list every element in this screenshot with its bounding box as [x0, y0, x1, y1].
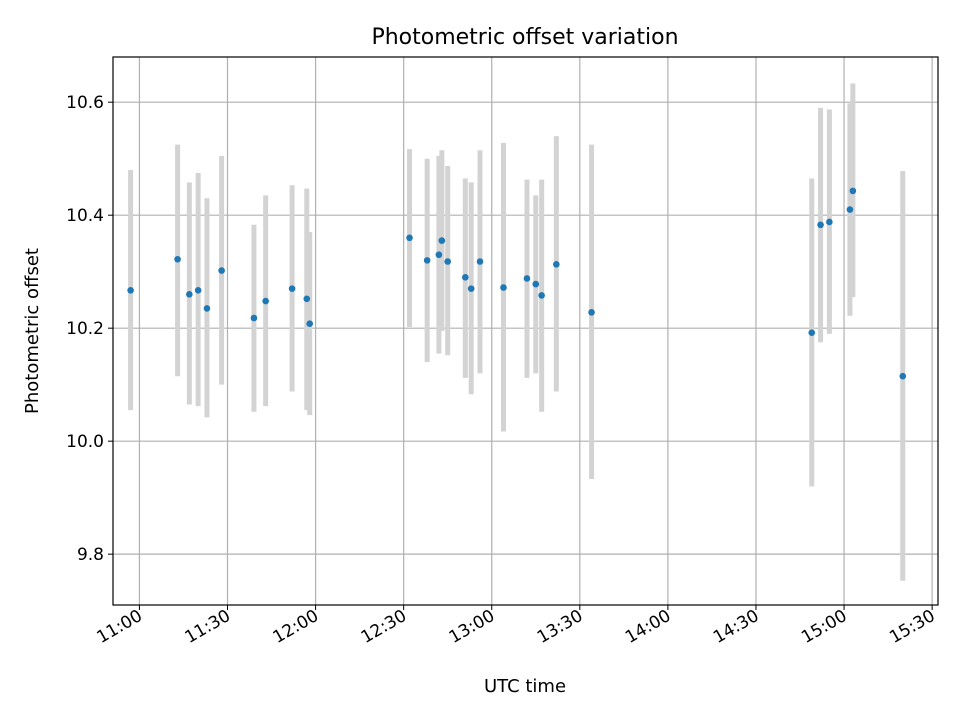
y-tick-label: 10.2 — [66, 319, 104, 339]
data-point — [500, 284, 507, 291]
data-points — [127, 187, 907, 380]
data-point — [817, 221, 824, 229]
y-tick-label: 9.8 — [77, 545, 104, 565]
data-point — [303, 295, 311, 303]
data-point — [538, 292, 545, 299]
data-point — [423, 257, 431, 264]
data-point — [849, 187, 857, 195]
data-point — [476, 258, 484, 265]
data-point — [174, 255, 181, 263]
data-point — [250, 314, 258, 322]
data-point — [808, 329, 816, 336]
data-point — [462, 274, 469, 281]
data-point — [186, 290, 193, 298]
chart-title: Photometric offset variation — [371, 25, 678, 50]
data-point — [899, 372, 907, 380]
data-point — [435, 251, 443, 259]
data-point — [306, 320, 314, 327]
data-point — [203, 305, 211, 312]
y-tick-label: 10.0 — [66, 432, 104, 452]
data-point — [846, 206, 854, 213]
data-point — [467, 285, 475, 292]
data-point — [444, 258, 451, 265]
y-tick-label: 10.4 — [66, 206, 104, 226]
y-axis-label: Photometric offset — [22, 248, 43, 414]
data-point — [127, 287, 134, 294]
y-tick-label: 10.6 — [66, 93, 104, 113]
data-point — [826, 218, 833, 226]
plot-frame — [112, 56, 939, 606]
x-axis-label: UTC time — [484, 676, 566, 697]
data-point — [194, 287, 202, 294]
data-point — [553, 261, 560, 268]
data-point — [523, 275, 531, 282]
data-point — [288, 285, 296, 292]
data-point — [588, 309, 595, 316]
data-point — [532, 280, 540, 288]
data-point — [406, 234, 413, 242]
data-point — [262, 297, 269, 305]
data-point — [218, 267, 225, 274]
data-point — [438, 237, 446, 244]
